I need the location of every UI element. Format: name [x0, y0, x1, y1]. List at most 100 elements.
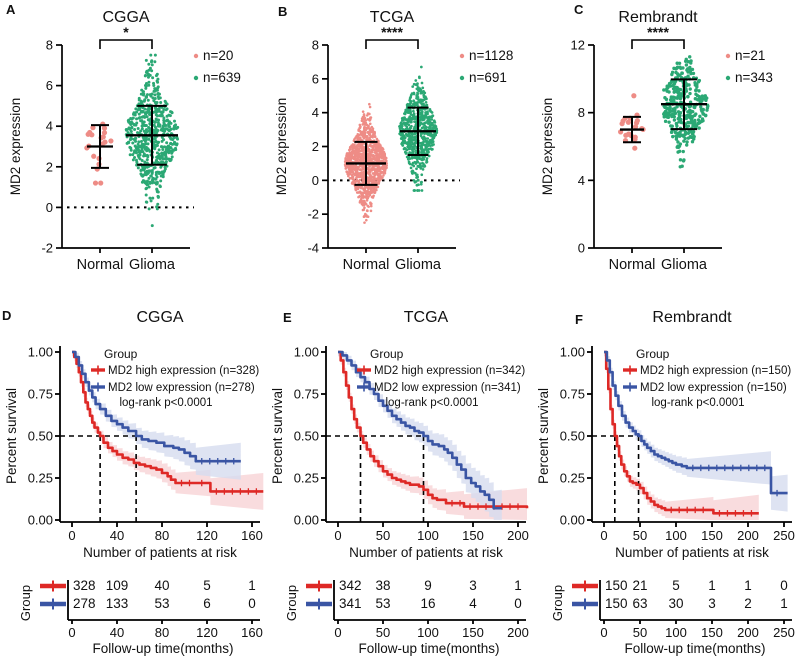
svg-text:53: 53 — [154, 596, 169, 611]
svg-text:Follow-up time(months): Follow-up time(months) — [92, 641, 233, 656]
svg-text:Glioma: Glioma — [395, 257, 442, 273]
svg-text:log-rank p<0.0001: log-rank p<0.0001 — [385, 397, 478, 409]
svg-text:Group: Group — [370, 347, 404, 361]
svg-text:4: 4 — [312, 105, 319, 120]
panel-a-cgga-scatter: A CGGA 8 6 4 2 0 -2 MD2 expression Normal Glioma *… — [0, 0, 266, 300]
panel-b-tcga-scatter: B TCGA 8 6 4 2 0 -2 -4 MD2 expression Normal Gliom… — [266, 0, 532, 300]
svg-text:150: 150 — [701, 625, 723, 640]
svg-text:MD2 low expression (n=150): MD2 low expression (n=150) — [640, 382, 787, 394]
svg-text:6: 6 — [312, 71, 319, 86]
svg-text:MD2 expression: MD2 expression — [8, 98, 23, 196]
svg-text:Follow-up time(months): Follow-up time(months) — [358, 641, 499, 656]
panel-e-tcga-survival: E TCGA 1.00 0.75 0.50 0.25 0.00 Percent surviv… — [266, 300, 532, 662]
svg-text:8: 8 — [578, 105, 585, 120]
svg-text:0: 0 — [780, 578, 788, 593]
svg-text:150: 150 — [605, 596, 628, 611]
svg-text:Number of patients at risk: Number of patients at risk — [83, 545, 237, 560]
svg-text:CGGA: CGGA — [136, 309, 183, 326]
svg-text:200: 200 — [507, 528, 529, 543]
svg-text:4: 4 — [578, 173, 585, 188]
svg-text:8: 8 — [312, 38, 319, 53]
panel-letter-f: F — [575, 312, 583, 327]
svg-text:100: 100 — [665, 528, 687, 543]
svg-text:0.75: 0.75 — [294, 387, 319, 402]
svg-text:0.50: 0.50 — [560, 429, 585, 444]
svg-text:0: 0 — [578, 241, 585, 256]
svg-text:Rembrandt: Rembrandt — [618, 9, 698, 26]
svg-text:40: 40 — [110, 625, 124, 640]
svg-text:CGGA: CGGA — [102, 9, 149, 26]
svg-text:160: 160 — [241, 528, 263, 543]
panel-letter-c: C — [574, 2, 584, 17]
svg-text:0.00: 0.00 — [294, 513, 319, 528]
svg-text:MD2 expression: MD2 expression — [274, 98, 289, 196]
svg-text:341: 341 — [339, 596, 362, 611]
svg-text:-2: -2 — [307, 207, 319, 222]
svg-text:TCGA: TCGA — [404, 309, 449, 326]
svg-text:0: 0 — [514, 596, 522, 611]
svg-text:Normal: Normal — [343, 257, 390, 273]
svg-text:Number of patients at risk: Number of patients at risk — [349, 545, 503, 560]
svg-text:150: 150 — [462, 625, 484, 640]
svg-text:0.75: 0.75 — [560, 387, 585, 402]
panel-d-cgga-survival: D CGGA 1.00 0.75 0.50 0.25 0.00 Percent surviv… — [0, 300, 266, 662]
svg-text:0.50: 0.50 — [28, 429, 53, 444]
svg-text:2: 2 — [46, 159, 53, 174]
svg-text:0.25: 0.25 — [560, 471, 585, 486]
svg-text:0.00: 0.00 — [28, 513, 53, 528]
svg-text:16: 16 — [420, 596, 435, 611]
panel-letter-b: B — [278, 4, 288, 19]
svg-text:150: 150 — [462, 528, 484, 543]
svg-text:12: 12 — [571, 38, 585, 53]
svg-text:50: 50 — [376, 528, 390, 543]
svg-text:Glioma: Glioma — [661, 257, 708, 273]
svg-text:*: * — [123, 24, 129, 40]
svg-text:8: 8 — [46, 38, 53, 53]
svg-text:3: 3 — [469, 578, 477, 593]
top-row-scatter-panels: A CGGA 8 6 4 2 0 -2 MD2 expression Normal Glioma *… — [0, 0, 800, 300]
svg-text:1: 1 — [780, 596, 788, 611]
svg-text:150: 150 — [701, 528, 723, 543]
svg-text:0: 0 — [46, 200, 53, 215]
svg-text:Normal: Normal — [77, 257, 124, 273]
panel-letter-e: E — [283, 310, 292, 325]
svg-text:5: 5 — [672, 578, 680, 593]
cgga-expression-scatter-chart: CGGA 8 6 4 2 0 -2 MD2 expression Normal Glioma * n=… — [8, 9, 241, 273]
svg-text:MD2 high expression (n=328): MD2 high expression (n=328) — [108, 365, 259, 377]
svg-text:Group: Group — [636, 347, 670, 361]
svg-text:250: 250 — [773, 528, 795, 543]
svg-text:0: 0 — [334, 528, 341, 543]
svg-text:1.00: 1.00 — [294, 345, 319, 360]
svg-text:250: 250 — [773, 625, 795, 640]
bottom-row-survival-panels: D CGGA 1.00 0.75 0.50 0.25 0.00 Percent surviv… — [0, 300, 800, 662]
svg-text:4: 4 — [46, 119, 53, 134]
svg-text:MD2 low expression (n=278): MD2 low expression (n=278) — [108, 382, 255, 394]
svg-text:200: 200 — [737, 625, 759, 640]
tcga-survival-km-chart: TCGA 1.00 0.75 0.50 0.25 0.00 Percent survival… — [270, 309, 529, 656]
svg-text:1: 1 — [744, 578, 752, 593]
svg-text:0: 0 — [68, 625, 75, 640]
svg-text:100: 100 — [665, 625, 687, 640]
svg-text:Number of patients at risk: Number of patients at risk — [615, 545, 769, 560]
svg-text:50: 50 — [376, 625, 390, 640]
svg-text:50: 50 — [633, 625, 647, 640]
svg-text:80: 80 — [155, 625, 169, 640]
svg-text:log-rank p<0.0001: log-rank p<0.0001 — [651, 397, 744, 409]
svg-text:MD2 expression: MD2 expression — [540, 98, 555, 196]
svg-text:n=21: n=21 — [735, 48, 765, 63]
svg-text:n=691: n=691 — [469, 70, 507, 85]
svg-text:100: 100 — [417, 528, 439, 543]
svg-text:****: **** — [647, 24, 669, 40]
svg-text:Glioma: Glioma — [129, 257, 176, 273]
svg-text:0: 0 — [68, 528, 75, 543]
svg-text:log-rank p<0.0001: log-rank p<0.0001 — [119, 397, 212, 409]
svg-text:100: 100 — [417, 625, 439, 640]
svg-text:0.25: 0.25 — [28, 471, 53, 486]
svg-text:40: 40 — [154, 578, 169, 593]
svg-text:2: 2 — [312, 139, 319, 154]
svg-text:0: 0 — [334, 625, 341, 640]
svg-text:133: 133 — [106, 596, 129, 611]
svg-text:0.75: 0.75 — [28, 387, 53, 402]
svg-text:0: 0 — [600, 528, 607, 543]
svg-text:278: 278 — [73, 596, 96, 611]
